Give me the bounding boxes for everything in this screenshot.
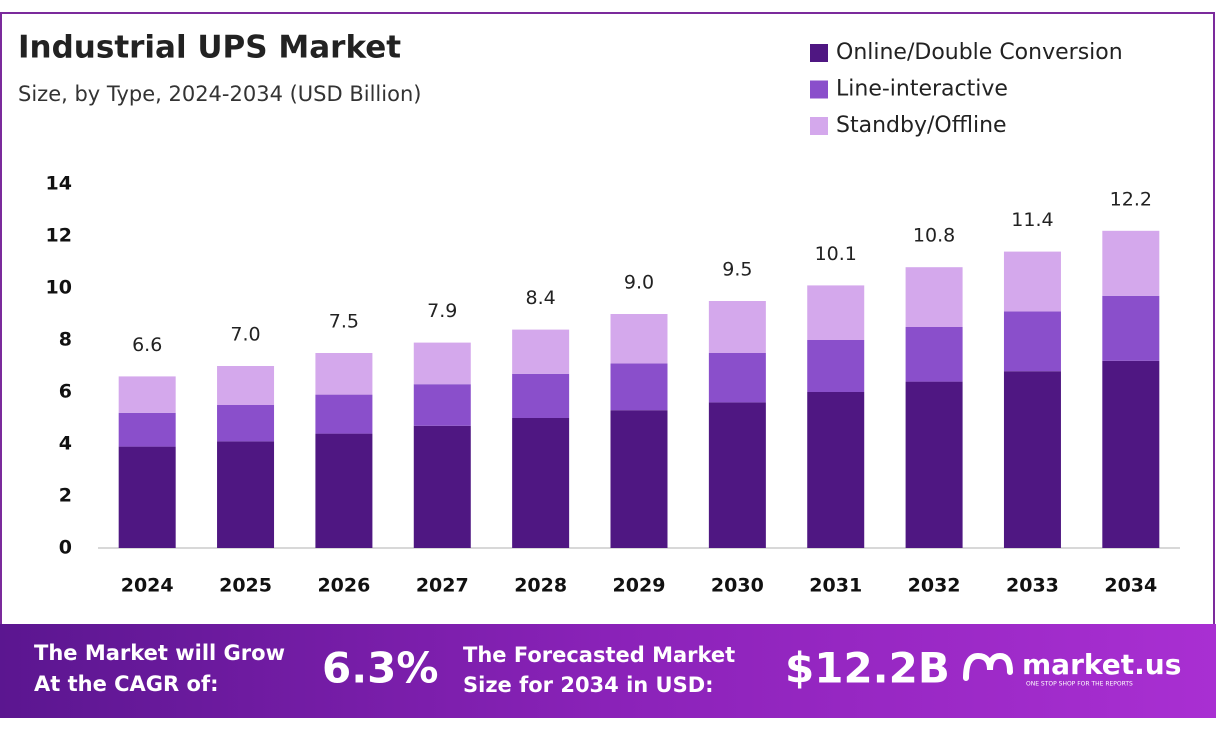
cagr-text: At the CAGR of: [34,672,219,696]
bar-segment [315,353,373,395]
bar-segment [118,412,176,447]
bar-segment [512,418,570,548]
total-label: 8.4 [526,287,556,309]
bar-segment [217,366,275,405]
bar-segment [1003,311,1061,372]
total-label: 11.4 [1011,209,1053,231]
y-tick-label: 14 [46,173,72,195]
bar-segment [512,329,570,374]
total-label: 7.9 [427,300,457,322]
bar-segment [217,441,275,548]
bar-segment [1102,295,1160,361]
x-tick-label: 2028 [514,575,567,597]
bar-segment [708,402,766,548]
bar-segment [610,363,668,411]
total-label: 12.2 [1110,188,1152,210]
bar-segment [118,376,176,413]
x-tick-label: 2027 [416,575,469,597]
x-tick-label: 2026 [317,575,370,597]
legend-label: Standby/Offline [836,113,1007,138]
bar-segment [708,353,766,403]
bar-segment [1003,371,1061,548]
bar-segment [905,267,963,327]
bar-segment [807,340,865,392]
y-tick-label: 2 [59,485,72,507]
bar-segment [118,446,176,548]
bar-segment [217,405,275,442]
bar-segment [1102,230,1160,296]
bar-segment [1102,360,1160,548]
x-tick-label: 2030 [711,575,764,597]
forecast-text: Size for 2034 in USD: [463,673,714,697]
total-label: 10.1 [815,243,857,265]
brand: market.us [1022,648,1181,681]
total-label: 6.6 [132,334,162,356]
x-tick-label: 2034 [1104,575,1157,597]
bar-segment [1003,251,1061,312]
legend-swatch [810,117,828,135]
bar-segment [413,425,471,548]
legend-swatch [810,80,828,99]
bar-segment [315,433,373,548]
chart-subtitle: Size, by Type, 2024-2034 (USD Billion) [18,82,421,106]
chart-title: Industrial UPS Market [18,30,401,66]
bar-segment [610,410,668,548]
y-tick-label: 4 [59,433,72,455]
total-label: 7.0 [230,324,260,346]
bar-segment [807,285,865,340]
total-label: 9.0 [624,272,654,294]
cagr-value: 6.3% [322,644,438,693]
bar-segment [905,381,963,548]
bar-segment [413,342,471,385]
forecast-value: $12.2B [785,644,950,693]
total-label: 10.8 [913,225,955,247]
cagr-text: The Market will Grow [34,641,285,665]
total-label: 7.5 [329,311,359,333]
y-tick-label: 0 [59,537,72,559]
bar-segment [905,327,963,382]
bar-segment [315,394,373,434]
total-label: 9.5 [722,259,752,281]
y-tick-label: 10 [46,277,72,299]
footer-banner [0,624,1216,718]
legend-label: Line-interactive [836,77,1008,102]
x-tick-label: 2024 [121,575,174,597]
bar-segment [708,301,766,353]
brand-logo [963,652,1013,681]
y-tick-label: 6 [59,381,72,403]
bar-segment [610,314,668,364]
x-tick-label: 2025 [219,575,272,597]
bar-segment [807,392,865,548]
x-tick-label: 2029 [613,575,666,597]
brand-tagline: ONE STOP SHOP FOR THE REPORTS [1026,681,1133,688]
x-tick-label: 2033 [1006,575,1059,597]
legend-swatch [810,44,828,62]
legend-label: Online/Double Conversion [836,40,1123,65]
x-tick-label: 2032 [908,575,961,597]
forecast-text: The Forecasted Market [463,643,735,667]
bar-segment [512,373,570,418]
y-tick-label: 8 [59,329,72,351]
y-tick-label: 12 [46,225,72,247]
bar-segment [413,384,471,426]
x-tick-label: 2031 [809,575,862,597]
